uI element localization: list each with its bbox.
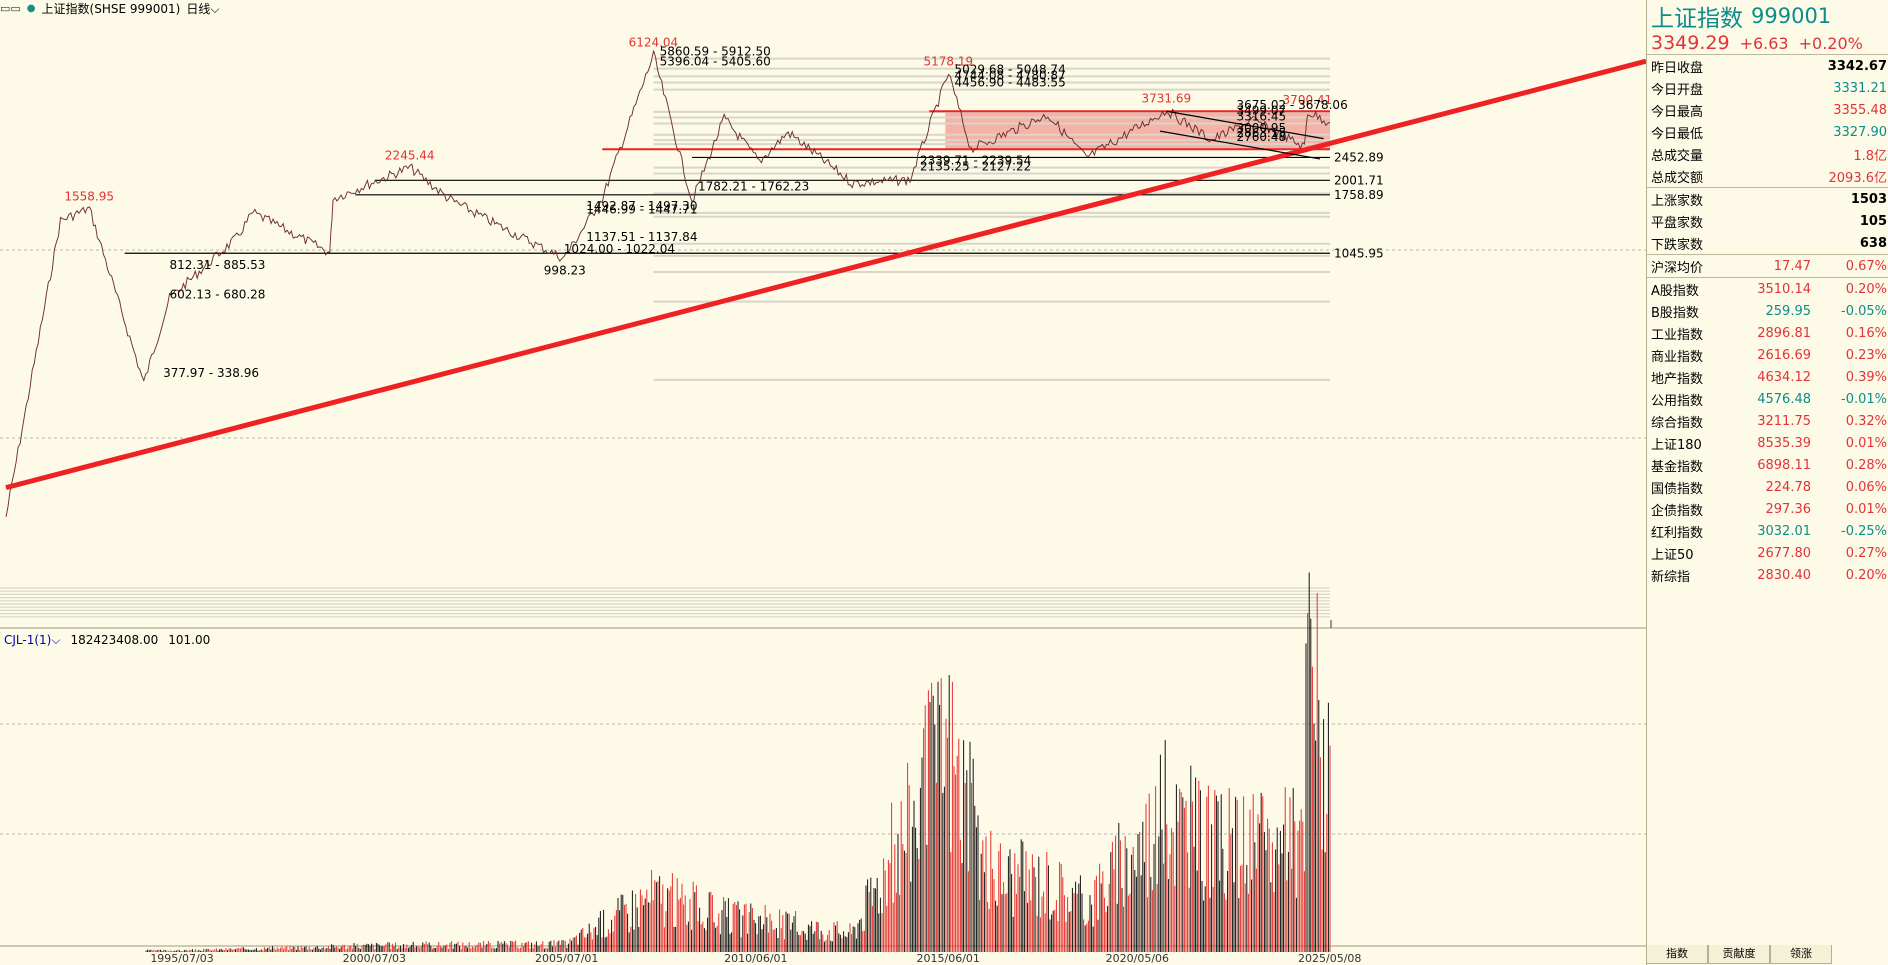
index-row[interactable]: 商业指数 2616.69 0.23% [1651, 347, 1887, 365]
last-price: 3349.29 [1651, 32, 1730, 54]
x-tick-label: 2020/05/06 [1106, 952, 1169, 965]
stat-row[interactable]: 今日开盘 3331.21 [1651, 80, 1887, 98]
chart-header: ▭▭ ● 上证指数(SHSE 999001) 日线⌵ [0, 0, 219, 16]
trend-line [5, 58, 1646, 491]
support-label: 1045.95 [1334, 246, 1384, 260]
price-change: +6.63 [1739, 33, 1789, 53]
avg-section: 沪深均价 17.47 0.67% [1647, 254, 1888, 277]
breadth-row[interactable]: 下跌家数 638 [1651, 235, 1887, 253]
price-change-pct: +0.20% [1798, 33, 1863, 53]
index-row[interactable]: 上证180 8535.39 0.01% [1651, 435, 1887, 453]
index-code: 999001 [1751, 4, 1832, 28]
window-icon[interactable]: ▭▭ [0, 1, 21, 15]
x-tick-label: 2000/07/03 [343, 952, 406, 965]
band-label: 3499.07 [1237, 104, 1287, 118]
index-row[interactable]: 公用指数 4576.48 -0.01% [1651, 391, 1887, 409]
index-row[interactable]: A股指数 3510.14 0.20% [1651, 281, 1887, 299]
peak-label: 1558.95 [64, 189, 114, 203]
index-row[interactable]: 新综指 2830.40 0.20% [1651, 567, 1887, 585]
support-label: 2452.89 [1334, 150, 1384, 164]
band-label: 2760.48 [1237, 130, 1287, 144]
x-tick-label: 1995/07/03 [150, 952, 213, 965]
channel-line [1166, 110, 1324, 140]
index-title: 上证指数 999001 [1647, 0, 1888, 32]
peak-label: 5178.19 [924, 54, 974, 68]
band-label: 5396.04 - 5405.60 [660, 55, 771, 69]
quote-panel: 上证指数 999001 3349.29 +6.63 +0.20% 昨日收盘 334… [1646, 0, 1888, 965]
index-row[interactable]: 红利指数 3032.01 -0.25% [1651, 523, 1887, 541]
index-row[interactable]: 国债指数 224.78 0.06% [1651, 479, 1887, 497]
x-tick-label: 2010/06/01 [724, 952, 787, 965]
band-label: 5029.68 - 5048.74 [955, 62, 1066, 76]
peak-label: 998.23 [544, 263, 586, 277]
index-row[interactable]: B股指数 259.95 -0.05% [1651, 303, 1887, 321]
panel-tabs: 指数 贡献度 领涨 [1646, 945, 1888, 965]
band-label: 3675.02 - 3678.06 [1237, 98, 1348, 112]
chevron-down-icon[interactable]: ⌵ [51, 633, 61, 647]
panel-tab[interactable]: 贡献度 [1708, 945, 1770, 964]
peak-label: 2245.44 [385, 148, 435, 162]
chart-title: 上证指数(SHSE 999001) [41, 1, 181, 16]
breadth-row[interactable]: 平盘家数 105 [1651, 213, 1887, 231]
stat-row[interactable]: 总成交额 2093.6亿 [1651, 170, 1887, 186]
band-label: 1024.00 - 1022.04 [564, 242, 675, 256]
peak-label: 6124.04 [629, 36, 679, 50]
index-name: 上证指数 [1651, 6, 1743, 32]
band-label: 2863.15 [1237, 126, 1287, 140]
status-dot-icon: ● [26, 2, 36, 14]
peak-label: 3731.69 [1142, 91, 1192, 105]
stat-row[interactable]: 今日最低 3327.90 [1651, 124, 1887, 142]
index-list: A股指数 3510.14 0.20% B股指数 259.95 -0.05% 工业指数 2896… [1647, 277, 1888, 586]
volume-indicator-selector[interactable]: CJL-1(1)⌵ [4, 633, 61, 647]
x-tick-label: 2025/05/08 [1298, 952, 1361, 965]
chevron-down-icon[interactable]: ⌵ [210, 1, 220, 16]
index-price-row: 3349.29 +6.63 +0.20% [1647, 32, 1888, 54]
band-label: 5860.59 - 5912.50 [660, 45, 771, 59]
panel-tab[interactable]: 领涨 [1770, 945, 1832, 964]
stats-section: 昨日收盘 3342.67 今日开盘 3331.21 今日最高 3355.48 今日最低 332… [1647, 54, 1888, 187]
band-label: 4744.08 - 4780.87 [955, 68, 1066, 82]
band-label: 3316.45 [1237, 110, 1287, 124]
volume-header: CJL-1(1)⌵ 182423408.00 101.00 [4, 633, 210, 648]
period-selector[interactable]: 日线⌵ [186, 1, 220, 16]
band-label: 1782.21 - 1762.23 [698, 179, 809, 193]
band-label: 3000.95 [1237, 121, 1287, 135]
band-label: 1492.87 - 1497.30 [586, 199, 697, 213]
x-tick-label: 2005/07/01 [535, 952, 598, 965]
support-label: 1758.89 [1334, 188, 1384, 202]
band-label: 377.97 - 338.96 [163, 366, 259, 380]
x-tick-label: 2015/06/01 [917, 952, 980, 965]
peak-label: 3700.41 [1283, 93, 1333, 107]
price-line-overlay [5, 50, 1331, 518]
band-label: 2135.25 - 2127.22 [920, 159, 1031, 173]
stat-row[interactable]: 昨日收盘 3342.67 [1651, 58, 1887, 76]
avg-row: 沪深均价 17.47 0.67% [1651, 258, 1887, 276]
breadth-section: 上涨家数 1503 平盘家数 105 下跌家数 638 [1647, 187, 1888, 254]
band-label: 1137.51 - 1137.84 [586, 230, 697, 244]
stat-row[interactable]: 总成交量 1.8亿 [1651, 148, 1887, 164]
volume-ma-value: 101.00 [168, 633, 211, 647]
band-label: 812.31 - 885.53 [169, 258, 265, 272]
stat-row[interactable]: 今日最高 3355.48 [1651, 102, 1887, 120]
breadth-row[interactable]: 上涨家数 1503 [1651, 191, 1887, 209]
index-row[interactable]: 企债指数 297.36 0.01% [1651, 501, 1887, 519]
panel-tab[interactable]: 指数 [1646, 945, 1708, 964]
chart-area[interactable]: 1045.95 1758.89 2001.71 2452.89 1558.95 2245.… [0, 0, 1646, 965]
band-label: 1446.99 - 1447.71 [586, 203, 697, 217]
index-row[interactable]: 工业指数 2896.81 0.16% [1651, 325, 1887, 343]
index-row[interactable]: 综合指数 3211.75 0.32% [1651, 413, 1887, 431]
index-row[interactable]: 上证50 2677.80 0.27% [1651, 545, 1887, 563]
volume-value: 182423408.00 [70, 633, 159, 647]
index-row[interactable]: 地产指数 4634.12 0.39% [1651, 369, 1887, 387]
band-label: 602.13 - 680.28 [169, 288, 265, 302]
support-label: 2001.71 [1334, 173, 1384, 187]
band-label: 2339.71 - 2239.54 [920, 154, 1031, 168]
band-label: 4456.90 - 4483.55 [955, 76, 1066, 90]
index-row[interactable]: 基金指数 6898.11 0.28% [1651, 457, 1887, 475]
channel-line [1159, 130, 1321, 160]
